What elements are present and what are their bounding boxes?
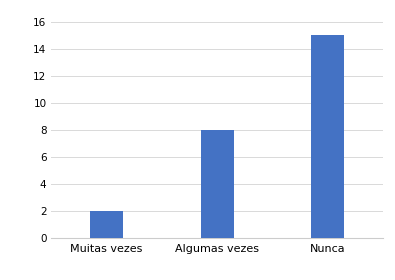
- Bar: [90, 211, 123, 238]
- Bar: [311, 35, 344, 238]
- Bar: [201, 130, 234, 238]
